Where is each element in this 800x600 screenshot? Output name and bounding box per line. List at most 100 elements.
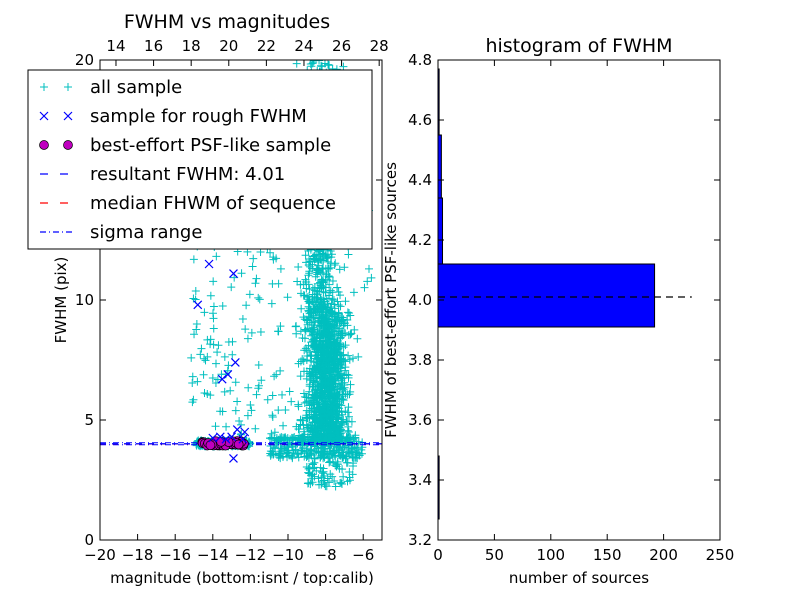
all-sample-point bbox=[299, 280, 308, 289]
all-sample-point bbox=[326, 286, 335, 295]
all-sample-point bbox=[276, 264, 285, 273]
all-sample-point bbox=[248, 262, 257, 271]
psf-sample-point bbox=[205, 440, 216, 450]
histogram-xtick-label: 0 bbox=[433, 546, 443, 564]
all-sample-point bbox=[320, 408, 329, 417]
all-sample-point bbox=[272, 370, 281, 379]
all-sample-point bbox=[322, 387, 331, 396]
all-sample-point bbox=[308, 264, 317, 273]
all-sample-point bbox=[238, 314, 247, 323]
all-sample-point bbox=[300, 399, 309, 408]
all-sample-point bbox=[209, 324, 218, 333]
all-sample-point bbox=[254, 384, 263, 393]
all-sample-point bbox=[305, 269, 314, 278]
all-sample-point bbox=[310, 286, 319, 295]
all-sample-point bbox=[307, 474, 316, 483]
all-sample-point bbox=[354, 437, 363, 446]
all-sample-point bbox=[257, 376, 266, 385]
all-sample-point bbox=[263, 395, 272, 404]
rough-sample-point bbox=[227, 432, 237, 442]
all-sample-point bbox=[322, 347, 331, 356]
all-sample-point bbox=[310, 325, 319, 334]
all-sample-point bbox=[345, 308, 354, 317]
all-sample-point bbox=[299, 357, 308, 366]
all-sample-point bbox=[287, 397, 296, 406]
all-sample-point bbox=[343, 408, 352, 417]
all-sample-point bbox=[311, 442, 320, 451]
all-sample-point bbox=[337, 480, 346, 489]
all-sample-point bbox=[235, 417, 244, 426]
all-sample-point bbox=[302, 411, 311, 420]
all-sample-point bbox=[209, 314, 218, 323]
all-sample-point bbox=[342, 432, 351, 441]
all-sample-point bbox=[208, 374, 217, 383]
all-sample-point bbox=[320, 479, 329, 488]
all-sample-point bbox=[187, 353, 196, 362]
all-sample-point bbox=[328, 472, 337, 481]
all-sample-point bbox=[308, 459, 317, 468]
all-sample-point bbox=[211, 422, 220, 431]
all-sample-point bbox=[213, 348, 222, 357]
all-sample-point bbox=[270, 428, 279, 437]
all-sample-point bbox=[298, 444, 307, 453]
all-sample-point bbox=[335, 411, 344, 420]
all-sample-point bbox=[301, 275, 310, 284]
all-sample-point bbox=[315, 329, 324, 338]
rough-sample-point bbox=[230, 357, 240, 367]
all-sample-point bbox=[200, 308, 209, 317]
all-sample-point bbox=[268, 391, 277, 400]
all-sample-point bbox=[308, 297, 317, 306]
all-sample-point bbox=[343, 390, 352, 399]
legend-label: resultant FWHM: 4.01 bbox=[90, 164, 285, 185]
all-sample-point bbox=[340, 263, 349, 272]
all-sample-point bbox=[314, 382, 323, 391]
legend-label: median FHWM of sequence bbox=[90, 193, 336, 214]
all-sample-point bbox=[333, 437, 342, 446]
all-sample-point bbox=[296, 372, 305, 381]
all-sample-point bbox=[344, 250, 353, 259]
all-sample-point bbox=[244, 383, 253, 392]
all-sample-point bbox=[309, 358, 318, 367]
all-sample-point bbox=[339, 385, 348, 394]
all-sample-point bbox=[321, 418, 330, 427]
all-sample-point bbox=[266, 248, 275, 257]
rough-sample-point bbox=[193, 300, 203, 310]
all-sample-point bbox=[332, 404, 341, 413]
all-sample-point bbox=[342, 458, 351, 467]
histogram-xtick-label: 200 bbox=[649, 546, 678, 564]
all-sample-point bbox=[312, 293, 321, 302]
all-sample-point bbox=[193, 377, 202, 386]
all-sample-point bbox=[325, 478, 334, 487]
all-sample-point bbox=[279, 421, 288, 430]
all-sample-point bbox=[293, 277, 302, 286]
all-sample-point bbox=[337, 355, 346, 364]
all-sample-point bbox=[305, 304, 314, 313]
all-sample-point bbox=[292, 422, 301, 431]
all-sample-point bbox=[339, 396, 348, 405]
all-sample-point bbox=[330, 315, 339, 324]
all-sample-point bbox=[280, 434, 289, 443]
all-sample-point bbox=[243, 411, 252, 420]
all-sample-point bbox=[227, 283, 236, 292]
all-sample-point bbox=[294, 402, 303, 411]
all-sample-point bbox=[308, 478, 317, 487]
all-sample-point bbox=[218, 302, 227, 311]
all-sample-point bbox=[283, 453, 292, 462]
all-sample-point bbox=[331, 323, 340, 332]
all-sample-point bbox=[306, 446, 315, 455]
all-sample-point bbox=[348, 444, 357, 453]
all-sample-point bbox=[317, 451, 326, 460]
all-sample-point bbox=[285, 387, 294, 396]
all-sample-point bbox=[237, 420, 246, 429]
all-sample-point bbox=[324, 450, 333, 459]
all-sample-point bbox=[246, 401, 255, 410]
all-sample-point bbox=[334, 390, 343, 399]
all-sample-point bbox=[316, 463, 325, 472]
histogram-xtick-label: 50 bbox=[485, 546, 504, 564]
all-sample-point bbox=[344, 403, 353, 412]
histogram-ytick-label: 3.6 bbox=[408, 411, 432, 429]
legend-entry: all sample bbox=[40, 77, 182, 98]
all-sample-point bbox=[308, 470, 317, 479]
all-sample-point bbox=[218, 407, 227, 416]
all-sample-point bbox=[330, 260, 339, 269]
